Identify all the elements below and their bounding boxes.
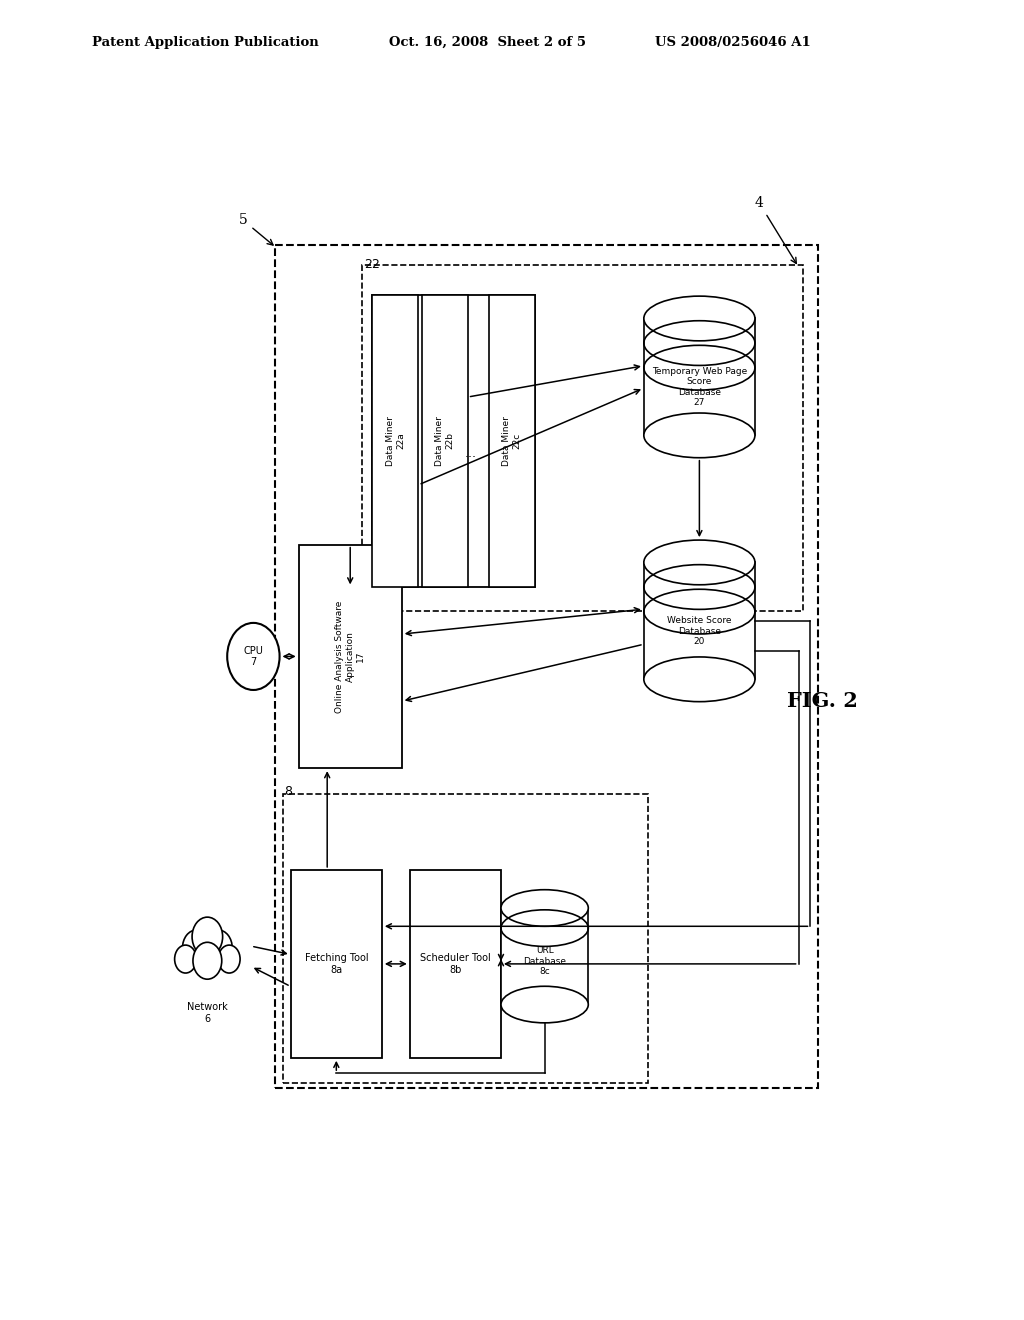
Text: $\mathit{22}$: $\mathit{22}$ bbox=[364, 259, 380, 271]
Text: Data Miner
22b: Data Miner 22b bbox=[435, 416, 455, 466]
Circle shape bbox=[182, 931, 210, 966]
Circle shape bbox=[193, 917, 222, 956]
Text: Scheduler Tool
8b: Scheduler Tool 8b bbox=[420, 953, 490, 974]
Ellipse shape bbox=[644, 657, 755, 702]
Text: Network
6: Network 6 bbox=[187, 1002, 227, 1023]
Text: Data Miner
22a: Data Miner 22a bbox=[386, 416, 406, 466]
Text: ...: ... bbox=[465, 446, 477, 459]
Text: Website Score
Database
20: Website Score Database 20 bbox=[668, 616, 731, 645]
FancyBboxPatch shape bbox=[644, 562, 755, 680]
Text: Data Miner
22c: Data Miner 22c bbox=[503, 416, 522, 466]
FancyBboxPatch shape bbox=[410, 870, 501, 1057]
FancyBboxPatch shape bbox=[274, 244, 818, 1089]
Ellipse shape bbox=[644, 413, 755, 458]
FancyBboxPatch shape bbox=[501, 908, 588, 1005]
FancyBboxPatch shape bbox=[644, 318, 755, 436]
FancyBboxPatch shape bbox=[283, 793, 648, 1084]
Ellipse shape bbox=[501, 890, 589, 927]
FancyBboxPatch shape bbox=[422, 294, 468, 587]
FancyBboxPatch shape bbox=[299, 545, 401, 768]
Text: 5: 5 bbox=[240, 214, 273, 246]
Circle shape bbox=[227, 623, 280, 690]
Text: Online Analysis Software
Application
17: Online Analysis Software Application 17 bbox=[335, 601, 366, 713]
Text: Fetching Tool
8a: Fetching Tool 8a bbox=[304, 953, 369, 974]
Text: Patent Application Publication: Patent Application Publication bbox=[92, 36, 318, 49]
FancyBboxPatch shape bbox=[373, 294, 419, 587]
Circle shape bbox=[175, 945, 197, 973]
Circle shape bbox=[205, 931, 232, 966]
FancyBboxPatch shape bbox=[489, 294, 536, 587]
Text: Temporary Web Page
Score
Database
27: Temporary Web Page Score Database 27 bbox=[651, 367, 748, 407]
Text: Oct. 16, 2008  Sheet 2 of 5: Oct. 16, 2008 Sheet 2 of 5 bbox=[389, 36, 586, 49]
Circle shape bbox=[193, 942, 222, 979]
Text: $\mathit{8}$: $\mathit{8}$ bbox=[285, 784, 294, 797]
FancyBboxPatch shape bbox=[362, 265, 803, 611]
Text: FIG. 2: FIG. 2 bbox=[787, 692, 858, 711]
Ellipse shape bbox=[644, 296, 755, 341]
Circle shape bbox=[218, 945, 240, 973]
Text: 4: 4 bbox=[755, 197, 797, 264]
FancyBboxPatch shape bbox=[373, 294, 536, 587]
Text: US 2008/0256046 A1: US 2008/0256046 A1 bbox=[655, 36, 811, 49]
Ellipse shape bbox=[644, 540, 755, 585]
FancyBboxPatch shape bbox=[291, 870, 382, 1057]
Text: URL
Database
8c: URL Database 8c bbox=[523, 946, 566, 977]
Ellipse shape bbox=[501, 986, 589, 1023]
Text: CPU
7: CPU 7 bbox=[244, 645, 263, 667]
